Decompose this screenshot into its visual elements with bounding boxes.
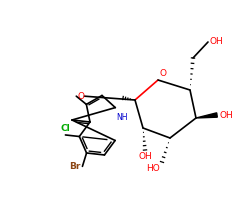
Text: O: O	[77, 92, 84, 101]
Text: HO: HO	[146, 164, 160, 173]
Text: NH: NH	[116, 113, 128, 122]
Text: OH: OH	[210, 36, 224, 46]
Text: OH: OH	[138, 152, 152, 161]
Text: Cl: Cl	[60, 124, 70, 133]
Polygon shape	[196, 113, 217, 118]
Text: Br: Br	[69, 162, 80, 171]
Text: OH: OH	[219, 110, 233, 119]
Text: O: O	[159, 69, 166, 78]
